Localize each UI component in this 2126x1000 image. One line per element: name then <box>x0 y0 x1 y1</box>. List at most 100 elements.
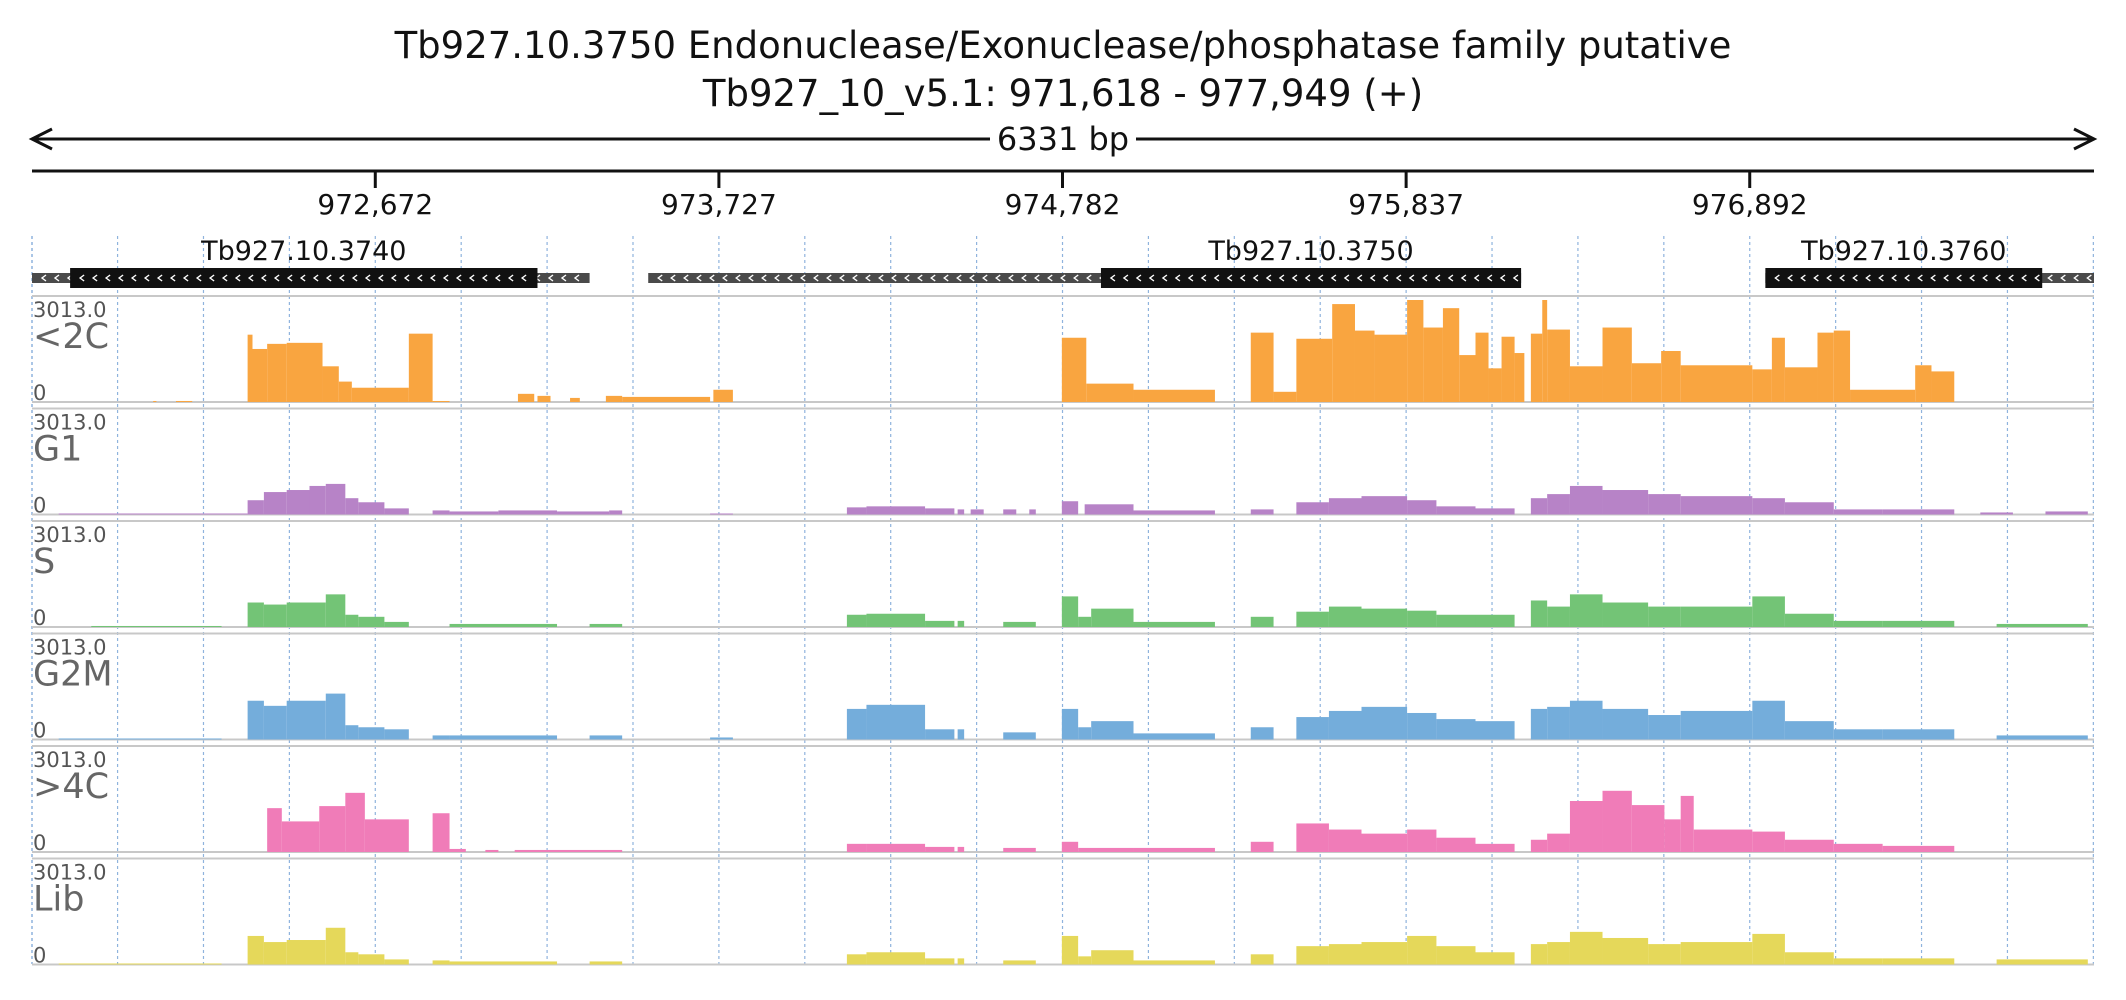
coverage-bar <box>1407 712 1437 740</box>
strand-arrow-icon <box>1956 274 1962 282</box>
coverage-bar <box>1680 496 1753 515</box>
gene-Tb927.10.3760: Tb927.10.3760 <box>1765 236 2094 288</box>
coverage-bar <box>322 366 339 402</box>
strand-arrow-icon <box>117 274 124 282</box>
strand-arrow-icon <box>1369 274 1376 282</box>
coverage-bar <box>1061 935 1079 965</box>
coverage-bar <box>325 693 346 740</box>
coverage-bar <box>263 942 287 965</box>
coverage-bar <box>1250 509 1274 515</box>
coverage-bar <box>1442 308 1460 402</box>
coverage-bar <box>325 594 346 627</box>
coverage-bar <box>1784 721 1834 740</box>
coverage-bar <box>286 700 326 740</box>
strand-arrow-icon <box>1839 274 1845 282</box>
coverage-bar <box>1547 833 1570 852</box>
coverage-bar <box>1086 383 1134 402</box>
strand-arrow-icon <box>1904 274 1910 282</box>
coverage-bar <box>1931 371 1955 402</box>
coverage-bar <box>498 510 558 515</box>
strand-arrow-icon <box>1122 274 1129 282</box>
coverage-bar <box>1374 334 1408 402</box>
strand-arrow-icon <box>1135 274 1142 282</box>
strand-arrow-icon <box>1047 274 1053 282</box>
coverage-bar <box>1569 366 1603 402</box>
gene-label: Tb927.10.3740 <box>200 236 406 267</box>
axis-tick-label: 972,672 <box>317 188 433 221</box>
coverage-bar <box>1407 300 1424 402</box>
coverage-bar <box>1882 620 1955 627</box>
strand-arrow-icon <box>416 274 423 282</box>
span-label: 6331 bp <box>997 120 1129 158</box>
strand-arrow-icon <box>709 274 715 282</box>
coverage-bar <box>247 500 264 515</box>
coverage-bar <box>1602 790 1632 852</box>
strand-arrow-icon <box>1161 274 1168 282</box>
coverage-bar <box>517 393 535 402</box>
gene-utr <box>648 273 1522 283</box>
coverage-bar <box>286 602 326 627</box>
gene-cds <box>1100 268 1522 288</box>
coverage-bar <box>1084 504 1134 515</box>
coverage-bar <box>1648 494 1681 515</box>
coverage-bar <box>1530 600 1548 627</box>
coverage-bar <box>570 397 580 402</box>
coverage-bar <box>1003 509 1017 515</box>
track-ymax-label: 3013.0 <box>33 523 106 547</box>
coverage-bar <box>1530 333 1543 402</box>
strand-arrow-icon <box>2060 274 2066 282</box>
coverage-bar <box>1475 721 1515 740</box>
coverage-bar <box>1569 700 1603 740</box>
coverage-bar <box>1547 494 1570 515</box>
coverage-bar <box>1436 506 1476 515</box>
coverage-bar <box>514 849 623 852</box>
strand-arrow-icon <box>53 274 60 282</box>
coverage-bar <box>1602 327 1632 402</box>
coverage-bar <box>1354 330 1375 402</box>
coverage-bar <box>1250 954 1274 965</box>
coverage-bar <box>1361 608 1408 627</box>
coverage-bar <box>1436 946 1476 965</box>
span-indicator: 6331 bp <box>28 120 2098 158</box>
coverage-bar <box>1061 501 1079 515</box>
strand-arrow-icon <box>956 274 962 282</box>
strand-arrow-icon <box>1060 274 1066 282</box>
coverage-bar <box>1488 368 1502 402</box>
coverage-bar <box>153 400 157 402</box>
coverage-bar <box>1475 952 1515 965</box>
coverage-bar <box>866 506 926 515</box>
gene-label: Tb927.10.3750 <box>1207 236 1413 267</box>
coverage-bar <box>1784 613 1834 627</box>
strand-arrow-icon <box>748 274 754 282</box>
coverage-bar <box>1436 719 1476 740</box>
coverage-bar <box>384 959 409 965</box>
coverage-bar <box>345 498 359 515</box>
coverage-bar <box>281 821 320 852</box>
coverage-bar <box>1501 336 1515 402</box>
coverage-bar <box>1680 942 1753 965</box>
coverage-bar <box>1475 332 1489 402</box>
coverage-bar <box>1547 606 1570 627</box>
strand-arrow-icon <box>442 274 449 282</box>
strand-arrow-icon <box>2021 274 2027 282</box>
coverage-bar <box>1996 959 2088 965</box>
strand-arrow-icon <box>1187 274 1194 282</box>
coverage-bar <box>1361 496 1408 515</box>
strand-arrow-icon <box>1317 274 1324 282</box>
coverage-bar <box>846 708 867 740</box>
track-S: 3013.0S 0 <box>32 520 2094 630</box>
strand-arrow-icon <box>2034 274 2040 282</box>
coverage-bar <box>58 963 222 965</box>
strand-arrow-icon <box>1008 274 1014 282</box>
strand-arrow-icon <box>325 274 332 282</box>
track-ymin-label: 0 <box>33 719 46 743</box>
coverage-bar <box>309 485 326 515</box>
coverage-bar <box>432 510 450 515</box>
coverage-bar <box>1833 509 1883 515</box>
coverage-bar <box>263 705 287 740</box>
coverage-bar <box>1296 338 1333 402</box>
coverage-bar <box>1078 956 1092 965</box>
track-ymax-label: 3013.0 <box>33 861 106 885</box>
strand-arrow-icon <box>1865 274 1871 282</box>
